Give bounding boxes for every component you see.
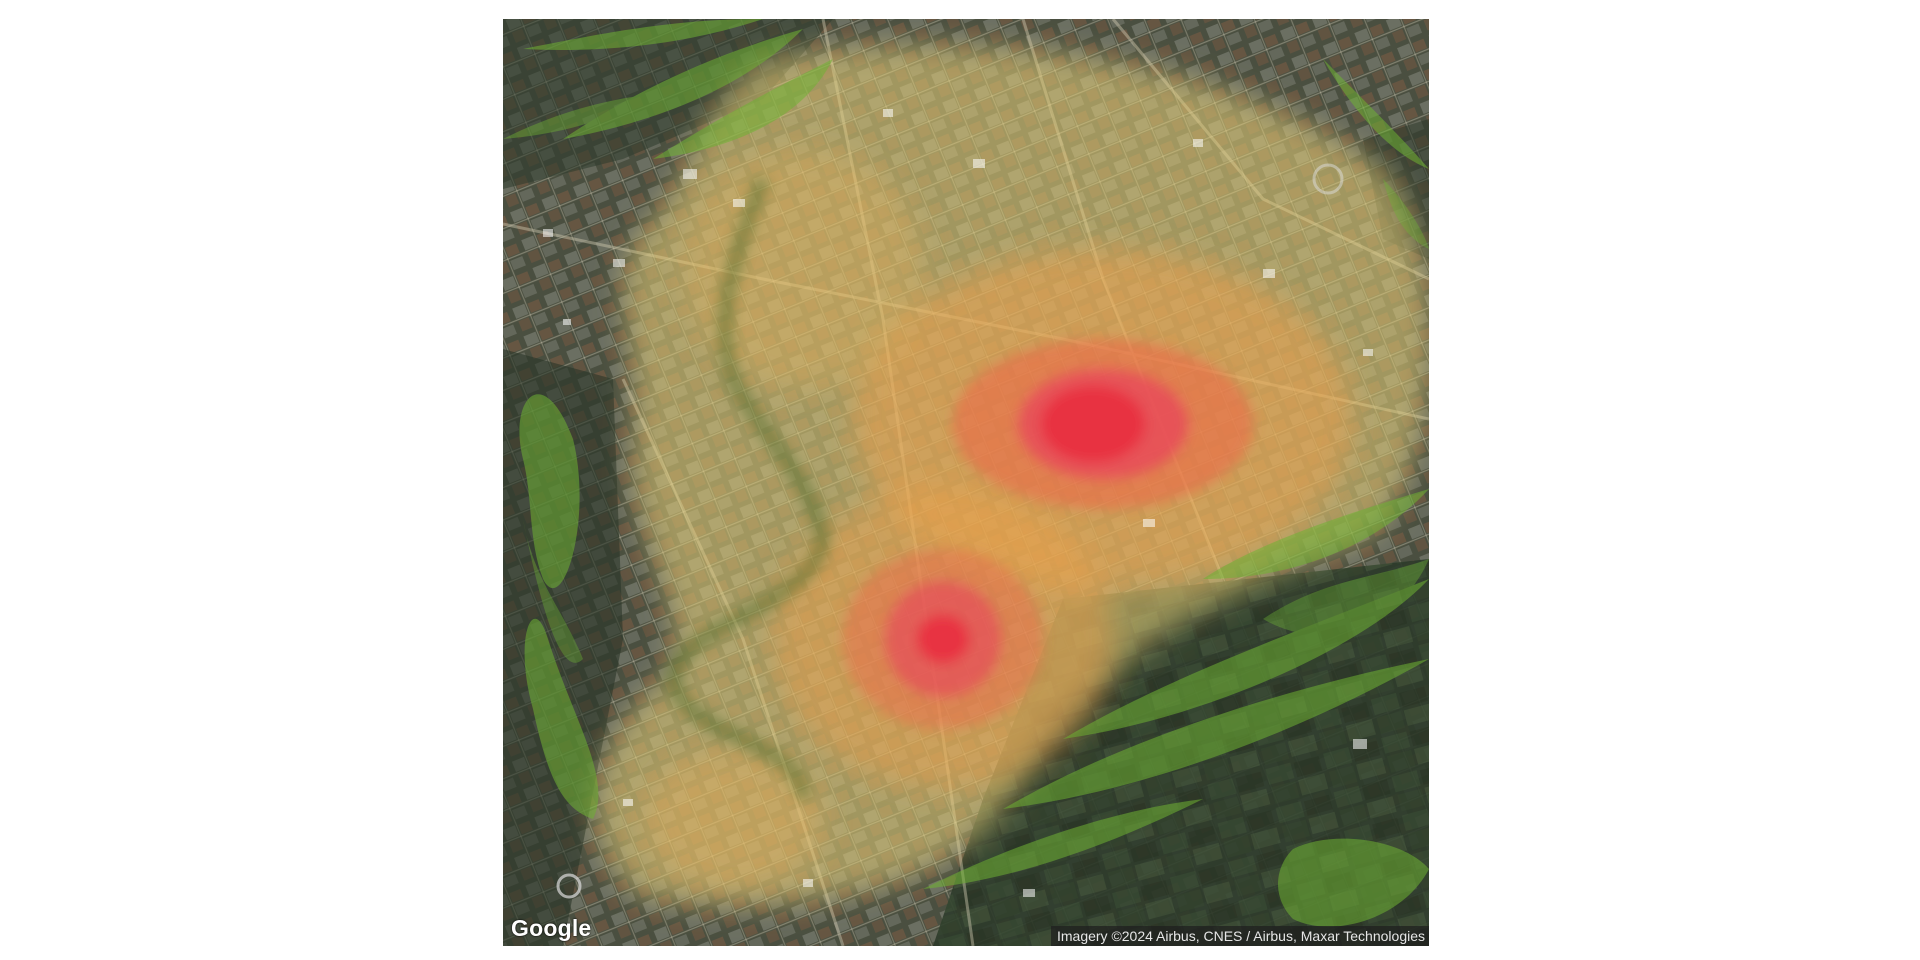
imagery-attribution[interactable]: Imagery ©2024 Airbus, CNES / Airbus, Max… — [1050, 926, 1429, 946]
map-viewport[interactable]: Google Imagery ©2024 Airbus, CNES / Airb… — [503, 19, 1429, 946]
google-logo: Google — [511, 915, 592, 941]
map-imagery — [503, 19, 1429, 946]
